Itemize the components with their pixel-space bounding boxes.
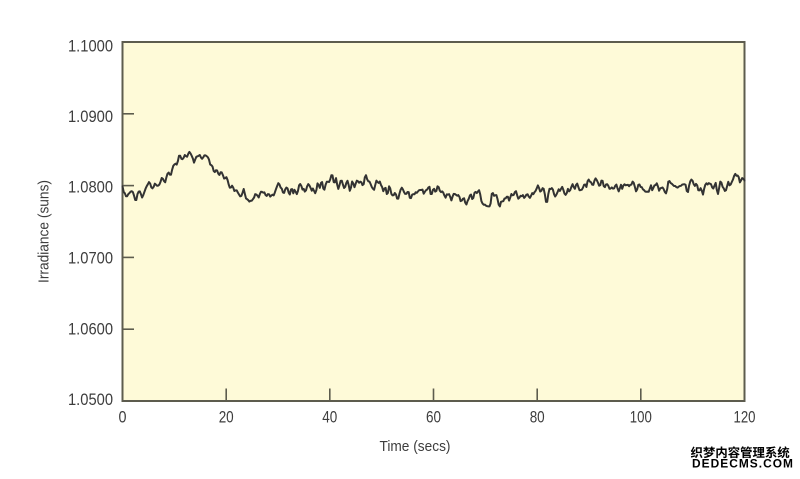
svg-text:80: 80 [530,408,545,426]
svg-text:DEDECMS.COM: DEDECMS.COM [692,459,794,471]
svg-text:120: 120 [734,408,756,426]
svg-text:1.0600: 1.0600 [68,320,113,338]
svg-text:60: 60 [426,408,441,426]
svg-text:100: 100 [630,408,652,426]
svg-text:20: 20 [219,408,234,426]
svg-text:Time (secs): Time (secs) [380,438,451,455]
svg-text:1.0900: 1.0900 [68,108,113,126]
svg-text:1.0700: 1.0700 [68,250,113,268]
svg-text:1.0800: 1.0800 [68,179,113,197]
svg-text:Irradiance (suns): Irradiance (suns) [36,180,53,283]
svg-text:1.0500: 1.0500 [68,391,113,409]
svg-text:0: 0 [119,408,127,426]
svg-text:40: 40 [322,408,337,426]
svg-text:1.1000: 1.1000 [68,37,113,55]
